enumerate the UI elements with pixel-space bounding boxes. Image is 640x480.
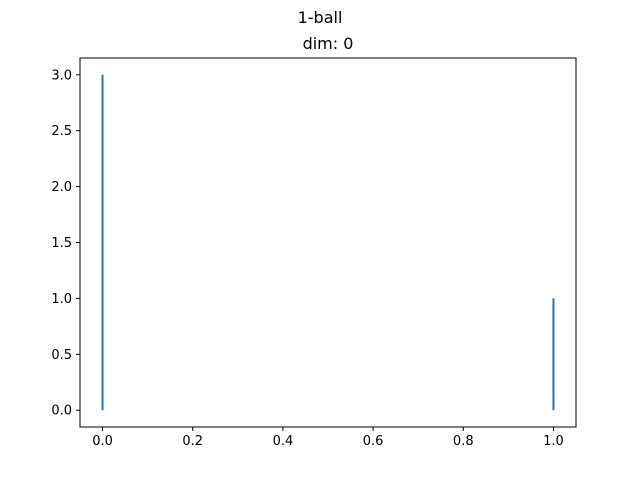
y-tick-label-1: 0.5 [51, 348, 72, 363]
x-tick-label-2: 0.4 [273, 434, 294, 449]
x-tick-label-1: 0.2 [182, 434, 203, 449]
plot-area: 0.0 0.2 0.4 0.6 0.8 1.0 0.0 0.5 1.0 1.5 2.0 2.5 3.0 [51, 57, 577, 449]
y-tick-label-3: 1.5 [51, 236, 72, 251]
y-tick-label-4: 2.0 [51, 180, 72, 195]
y-tick-label-5: 2.5 [51, 124, 72, 139]
x-tick-label-5: 1.0 [543, 434, 564, 449]
y-tick-label-2: 1.0 [51, 292, 72, 307]
y-tick-label-6: 3.0 [51, 68, 72, 83]
x-tick-label-4: 0.8 [453, 434, 474, 449]
axes-title: dim: 0 [303, 34, 354, 53]
x-tick-label-0: 0.0 [92, 434, 113, 449]
figure-suptitle: 1-ball [298, 8, 343, 27]
x-tick-label-3: 0.6 [363, 434, 384, 449]
y-tick-label-0: 0.0 [51, 404, 72, 419]
